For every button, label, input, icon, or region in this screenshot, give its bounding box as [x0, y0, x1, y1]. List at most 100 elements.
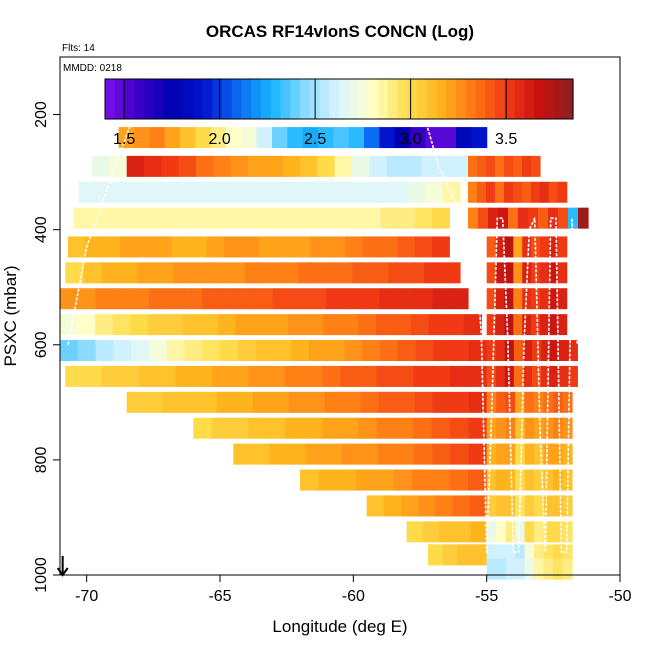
heatmap-cell: [543, 391, 554, 413]
heatmap-cell: [180, 127, 196, 149]
heatmap-cell: [288, 391, 308, 413]
heatmap-cell: [308, 288, 327, 310]
heatmap-cell: [300, 155, 318, 177]
x-axis-label: Longitude (deg E): [272, 617, 407, 636]
heatmap-cell: [352, 262, 371, 284]
heatmap-cell: [285, 417, 304, 439]
heatmap-cell: [400, 495, 419, 517]
heatmap-cell: [504, 314, 514, 336]
heatmap-cell: [432, 236, 450, 258]
heatmap-cell: [562, 544, 573, 566]
heatmap-cell: [440, 127, 457, 149]
heatmap-cell: [321, 181, 340, 203]
heatmap-cell: [414, 236, 433, 258]
heatmap-cell: [534, 443, 545, 465]
heatmap-cell: [321, 365, 341, 387]
heatmap-cell: [305, 443, 325, 465]
heatmap-cell: [255, 340, 274, 362]
heatmap-cell: [534, 495, 545, 517]
heatmap-cell: [495, 340, 506, 362]
heatmap-cell: [404, 155, 422, 177]
colorbar-segment: [163, 79, 174, 119]
heatmap-cell: [534, 521, 545, 543]
heatmap-cell: [513, 262, 523, 284]
heatmap-cell: [406, 262, 425, 284]
heatmap-cell: [524, 544, 535, 566]
colorbar-segment: [212, 79, 223, 119]
heatmap-cell: [366, 495, 385, 517]
heatmap-cell: [411, 314, 430, 336]
heatmap-cell: [258, 236, 277, 258]
heatmap-cell: [543, 417, 554, 439]
colorbar-segment: [417, 79, 428, 119]
heatmap-cell: [262, 262, 282, 284]
heatmap-cell: [358, 417, 378, 439]
heatmap-cell: [472, 544, 488, 566]
heatmap-cell: [505, 391, 516, 413]
heatmap-cell: [504, 262, 514, 284]
heatmap-cell: [531, 155, 541, 177]
heatmap-cell: [165, 314, 184, 336]
heatmap-cell: [471, 127, 488, 149]
heatmap-cell: [559, 365, 569, 387]
colorbar: 1.5 2.0 2.5 3.0 3.5: [105, 79, 574, 148]
heatmap-cell: [376, 417, 396, 439]
heatmap-cell: [356, 469, 376, 491]
heatmap-cell: [553, 417, 564, 439]
heatmap-cell: [118, 127, 135, 149]
heatmap-cell: [539, 181, 550, 203]
heatmap-cell: [130, 288, 150, 310]
colorbar-segment: [105, 79, 116, 119]
heatmap-cell: [244, 207, 262, 229]
heatmap-cell: [428, 314, 447, 336]
colorbar-segment: [222, 79, 233, 119]
heatmap-cell: [578, 207, 589, 229]
heatmap-cell: [393, 469, 413, 491]
x-tick-label: -65: [208, 588, 231, 605]
heatmap-cell: [548, 236, 559, 258]
colorbar-segment: [543, 79, 555, 119]
heatmap-cell: [376, 365, 396, 387]
heatmap-cell: [496, 443, 507, 465]
colorbar-segment: [456, 79, 467, 119]
heatmap-cell: [543, 558, 554, 580]
heatmap-cell: [256, 127, 273, 149]
heatmap-cell: [95, 314, 114, 336]
heatmap-cell: [531, 314, 541, 336]
heatmap-cell: [154, 236, 173, 258]
heatmap-cell: [568, 365, 578, 387]
colorbar-segment: [300, 79, 311, 119]
heatmap-cell: [495, 236, 506, 258]
heatmap-cell: [362, 236, 381, 258]
heatmap-cell: [287, 127, 304, 149]
heatmap-cell: [438, 521, 456, 543]
heatmap-cell: [216, 391, 236, 413]
heatmap-cell: [548, 262, 559, 284]
heatmap-cell: [415, 340, 434, 362]
heatmap-cell: [418, 495, 436, 517]
heatmap-cell: [369, 155, 388, 177]
heatmap-cell: [432, 288, 451, 310]
heatmap-cell: [396, 391, 416, 413]
heatmap-cell: [280, 262, 300, 284]
heatmap-cell: [109, 155, 128, 177]
heatmap-cell: [184, 288, 203, 310]
heatmap-cell: [557, 262, 568, 284]
heatmap-cell: [172, 236, 190, 258]
heatmap-cell: [505, 469, 516, 491]
heatmap-cell: [323, 314, 342, 336]
heatmap-cell: [316, 262, 336, 284]
heatmap-cell: [252, 391, 272, 413]
heatmap-cell: [65, 262, 84, 284]
heatmap-cell: [166, 340, 186, 362]
heatmap-cell: [60, 288, 79, 310]
heatmap-cell: [530, 181, 541, 203]
heatmap-cell: [360, 443, 379, 465]
heatmap-cell: [430, 469, 450, 491]
heatmap-cell: [543, 495, 554, 517]
heatmap-cell: [255, 288, 274, 310]
heatmap-cell: [494, 181, 505, 203]
heatmap-cell: [452, 495, 471, 517]
heatmap-cell: [208, 262, 228, 284]
heatmap-cell: [463, 314, 482, 336]
